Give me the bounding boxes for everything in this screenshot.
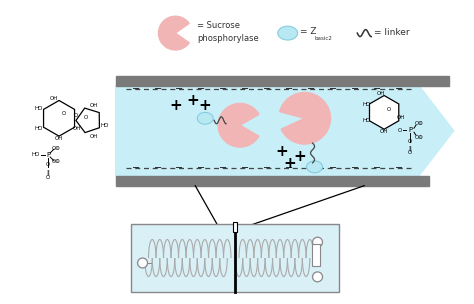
- Text: OH: OH: [90, 103, 98, 108]
- Text: HO: HO: [35, 106, 43, 111]
- Text: −: −: [241, 84, 249, 94]
- Text: HO: HO: [362, 118, 370, 123]
- Text: −: −: [373, 163, 381, 173]
- Text: OH: OH: [73, 126, 81, 131]
- Text: = linker: = linker: [374, 28, 410, 36]
- Ellipse shape: [278, 26, 298, 40]
- Bar: [233, 222, 237, 232]
- Text: −: −: [351, 84, 359, 94]
- Text: −: −: [395, 163, 403, 173]
- Text: O: O: [398, 128, 402, 133]
- Text: −: −: [219, 163, 228, 173]
- Bar: [116, 176, 429, 186]
- Text: −: −: [373, 84, 381, 94]
- Text: −: −: [307, 84, 315, 94]
- Circle shape: [312, 272, 322, 282]
- Text: −: −: [197, 163, 206, 173]
- Text: −: −: [263, 84, 272, 94]
- Text: HO: HO: [32, 153, 40, 157]
- Text: ‖: ‖: [409, 145, 411, 151]
- Polygon shape: [370, 95, 399, 129]
- Text: O: O: [408, 139, 412, 143]
- Text: basic2: basic2: [315, 36, 332, 41]
- Text: OH: OH: [50, 96, 58, 101]
- Text: −: −: [395, 84, 403, 94]
- Text: +: +: [293, 150, 306, 164]
- Text: O: O: [46, 162, 50, 168]
- Text: O⊖: O⊖: [52, 159, 61, 164]
- Text: OH: OH: [380, 129, 388, 134]
- Ellipse shape: [307, 161, 322, 173]
- Text: = Sucrose: = Sucrose: [197, 21, 240, 30]
- Text: HO: HO: [100, 123, 109, 128]
- Text: = Z: = Z: [300, 27, 316, 36]
- Circle shape: [312, 237, 322, 247]
- Text: OH: OH: [377, 91, 385, 96]
- Text: O: O: [84, 115, 88, 120]
- Text: −: −: [285, 84, 293, 94]
- Text: O: O: [387, 107, 391, 112]
- Text: −: −: [132, 84, 140, 94]
- Text: O: O: [62, 111, 66, 116]
- Text: OH: OH: [55, 136, 63, 141]
- Text: −: −: [175, 84, 183, 94]
- Wedge shape: [280, 92, 330, 144]
- Text: P: P: [46, 152, 50, 158]
- Wedge shape: [218, 103, 259, 147]
- Text: +: +: [283, 156, 296, 171]
- Bar: [116, 76, 449, 86]
- Text: OH: OH: [397, 115, 405, 120]
- Text: P: P: [408, 127, 412, 133]
- Text: O⊖: O⊖: [414, 135, 423, 140]
- Text: −: −: [132, 163, 140, 173]
- Text: OH: OH: [90, 134, 98, 139]
- Text: +: +: [199, 98, 211, 113]
- Text: −: −: [263, 163, 272, 173]
- Text: O: O: [46, 175, 50, 180]
- Text: −: −: [197, 84, 206, 94]
- Text: O: O: [408, 150, 412, 155]
- Text: phosphorylase: phosphorylase: [197, 33, 259, 43]
- Text: HO: HO: [35, 126, 43, 131]
- Polygon shape: [76, 108, 100, 133]
- Text: −: −: [285, 163, 293, 173]
- Circle shape: [137, 258, 147, 268]
- Text: −: −: [351, 163, 359, 173]
- Text: O⊖: O⊖: [414, 121, 423, 126]
- Text: −: −: [241, 163, 249, 173]
- Text: +: +: [186, 93, 199, 108]
- Text: O: O: [74, 113, 78, 118]
- Polygon shape: [116, 86, 454, 176]
- Text: −: −: [329, 84, 337, 94]
- Text: O⊖: O⊖: [52, 146, 61, 150]
- Text: −: −: [329, 163, 337, 173]
- Bar: [311, 244, 319, 266]
- FancyBboxPatch shape: [131, 224, 339, 292]
- Text: −: −: [154, 84, 162, 94]
- Text: −: −: [175, 163, 183, 173]
- Text: −: −: [307, 163, 315, 173]
- Text: ‖: ‖: [46, 169, 50, 174]
- Ellipse shape: [197, 112, 213, 124]
- Text: HO: HO: [362, 102, 370, 107]
- Text: −: −: [154, 163, 162, 173]
- Text: +: +: [169, 98, 182, 113]
- Text: +: +: [275, 144, 288, 160]
- Wedge shape: [158, 16, 189, 50]
- Polygon shape: [44, 101, 74, 136]
- Text: −: −: [219, 84, 228, 94]
